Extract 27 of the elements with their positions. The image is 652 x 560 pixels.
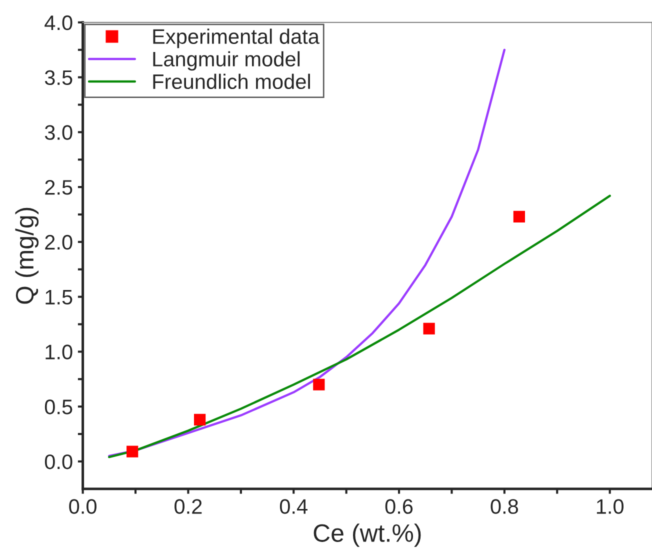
line-series <box>108 48 506 458</box>
point <box>513 210 525 222</box>
y-tick-label: 0.5 <box>44 400 72 414</box>
y-tick-label: 1.0 <box>46 344 72 360</box>
point <box>126 446 138 458</box>
y-tick-label: 3.5 <box>44 70 72 86</box>
legend-label: Experimental data <box>153 28 320 48</box>
y-axis-title: Q (mg/g) <box>15 208 39 304</box>
y-tick-label: 2.5 <box>45 180 72 195</box>
y-tick-label: 0.0 <box>44 454 72 470</box>
x-axis-title: Ce (wt.%) <box>314 524 421 547</box>
point <box>313 378 325 390</box>
y-tick-label: 1.5 <box>46 290 72 305</box>
y-tick-label: 2.0 <box>45 234 72 250</box>
x-tick-label: 0.6 <box>385 499 413 514</box>
line-series <box>108 194 611 458</box>
legend-label: Freundlich model <box>153 74 310 90</box>
legend-label: Langmuir model <box>153 51 300 71</box>
y-tick-label: 4.0 <box>44 15 72 30</box>
x-tick-label: 0.4 <box>280 499 308 514</box>
x-tick-label: 0.8 <box>490 499 518 514</box>
point <box>194 414 206 426</box>
x-tick-label: 0.0 <box>69 499 96 514</box>
y-tick-label: 3.0 <box>44 125 72 140</box>
x-tick-label: 0.2 <box>174 499 202 514</box>
point <box>423 322 435 334</box>
x-tick-label: 1.0 <box>596 499 624 514</box>
